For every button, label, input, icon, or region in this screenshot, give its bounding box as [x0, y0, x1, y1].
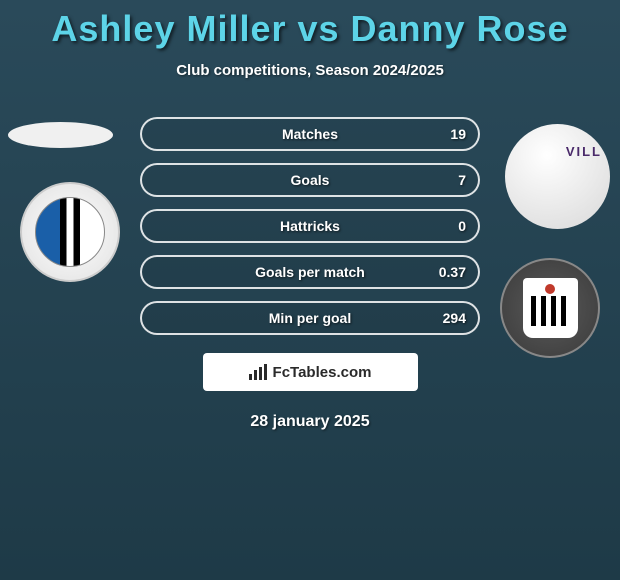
stat-label: Min per goal: [269, 310, 351, 326]
stat-value-right: 294: [443, 310, 466, 326]
stat-label: Goals: [291, 172, 330, 188]
stat-value-right: 7: [458, 172, 466, 188]
season-subtitle: Club competitions, Season 2024/2025: [0, 62, 620, 79]
club-badge-right: [500, 258, 600, 358]
stat-value-right: 0.37: [439, 264, 466, 280]
stat-row-goals: Goals 7: [140, 163, 480, 197]
comparison-title: Ashley Miller vs Danny Rose: [0, 0, 620, 50]
stats-container: Matches 19 Goals 7 Hattricks 0 Goals per…: [140, 117, 480, 335]
stat-label: Matches: [282, 126, 338, 142]
comparison-date: 28 january 2025: [0, 413, 620, 431]
stat-value-right: 0: [458, 218, 466, 234]
stat-value-right: 19: [450, 126, 466, 142]
stat-row-hattricks: Hattricks 0: [140, 209, 480, 243]
gillingham-crest-icon: [35, 197, 105, 267]
club-badge-left: [20, 182, 120, 282]
stat-label: Goals per match: [255, 264, 365, 280]
player-photo-left: [8, 122, 113, 148]
fctables-branding[interactable]: FcTables.com: [203, 353, 418, 391]
stat-row-goals-per-match: Goals per match 0.37: [140, 255, 480, 289]
stat-label: Hattricks: [280, 218, 340, 234]
fctables-label: FcTables.com: [273, 364, 372, 381]
player-photo-right: [505, 124, 610, 229]
stat-row-min-per-goal: Min per goal 294: [140, 301, 480, 335]
grimsby-crest-icon: [523, 278, 578, 338]
stat-row-matches: Matches 19: [140, 117, 480, 151]
chart-bars-icon: [249, 364, 267, 380]
